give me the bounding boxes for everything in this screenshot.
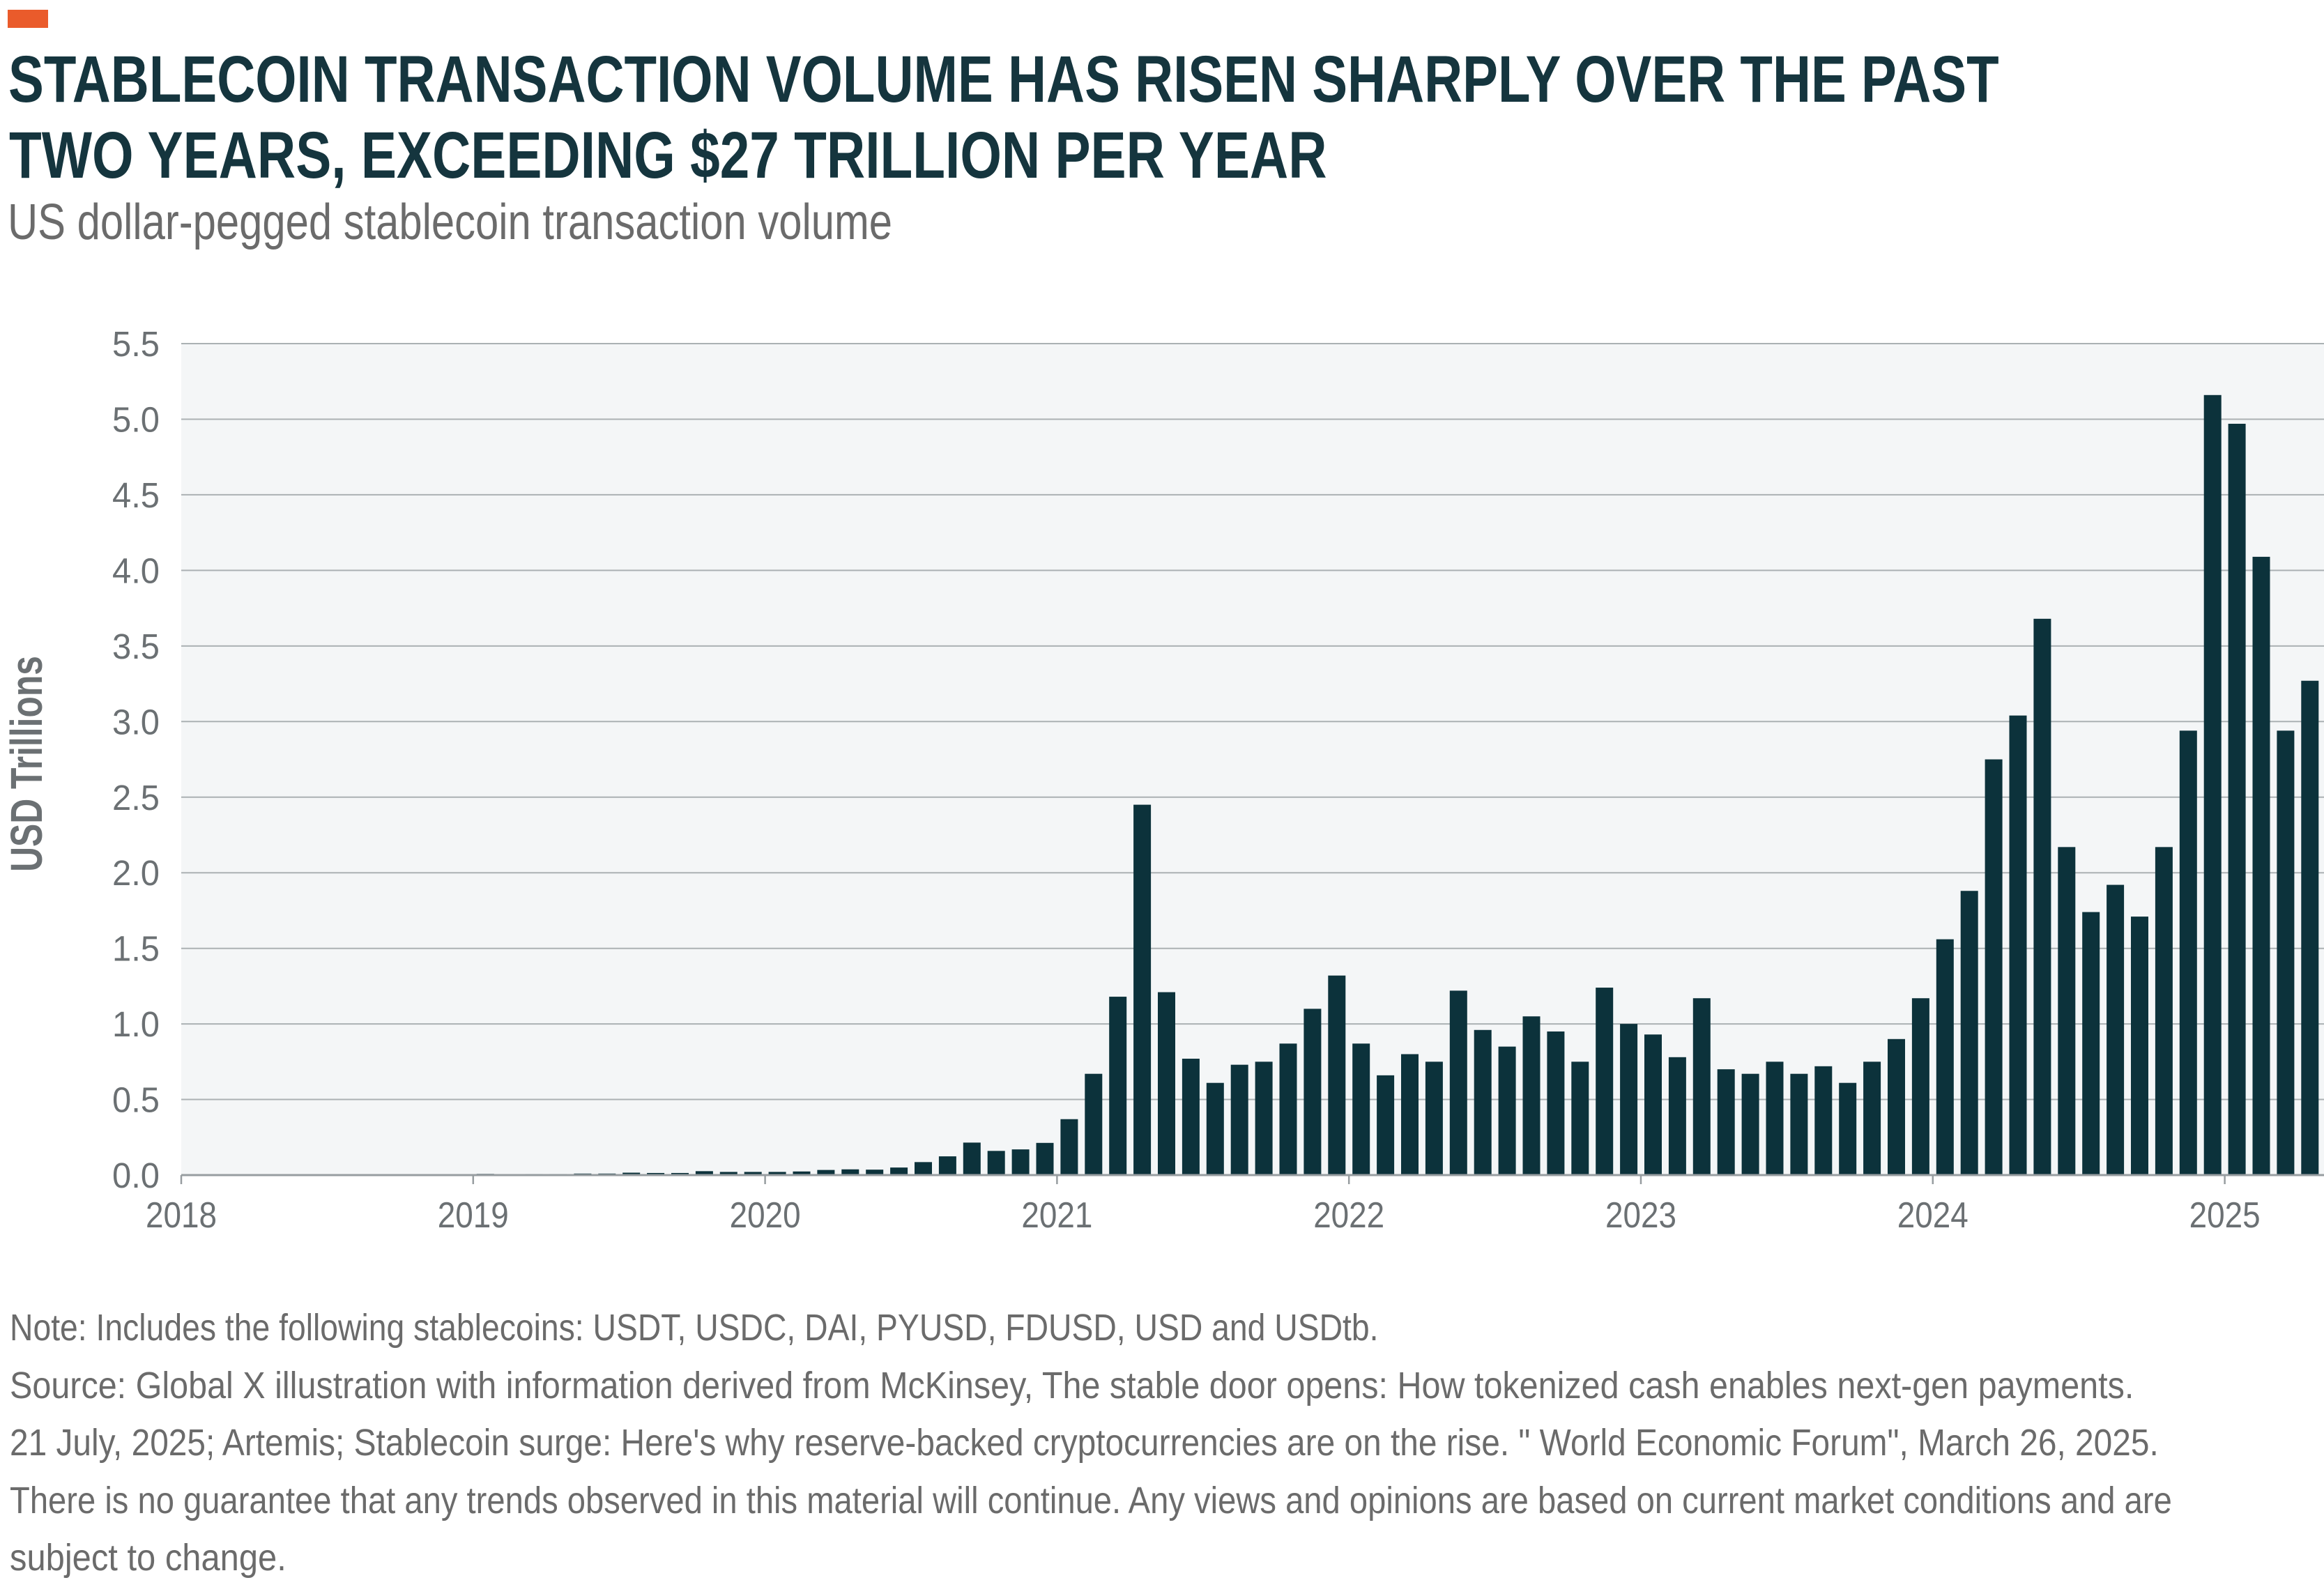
svg-text:2.5: 2.5	[112, 778, 160, 818]
svg-text:2.0: 2.0	[112, 853, 160, 893]
svg-text:2019: 2019	[438, 1195, 509, 1236]
svg-text:2022: 2022	[1313, 1195, 1384, 1236]
svg-text:2020: 2020	[730, 1195, 801, 1236]
svg-text:3.0: 3.0	[112, 702, 160, 742]
svg-text:1.0: 1.0	[112, 1004, 160, 1044]
svg-text:0.5: 0.5	[112, 1080, 160, 1120]
svg-text:2024: 2024	[1897, 1195, 1968, 1236]
svg-text:4.5: 4.5	[112, 475, 160, 515]
svg-text:2021: 2021	[1021, 1195, 1092, 1236]
svg-text:5.0: 5.0	[112, 400, 160, 440]
svg-text:4.0: 4.0	[112, 551, 160, 590]
svg-text:2023: 2023	[1605, 1195, 1676, 1236]
svg-text:2018: 2018	[146, 1195, 217, 1236]
svg-text:USD Trillions: USD Trillions	[2, 656, 52, 872]
svg-text:0.0: 0.0	[112, 1156, 160, 1195]
svg-text:5.5: 5.5	[112, 324, 160, 364]
svg-text:1.5: 1.5	[112, 929, 160, 969]
svg-text:3.5: 3.5	[112, 627, 160, 666]
svg-text:2025: 2025	[2189, 1195, 2261, 1236]
